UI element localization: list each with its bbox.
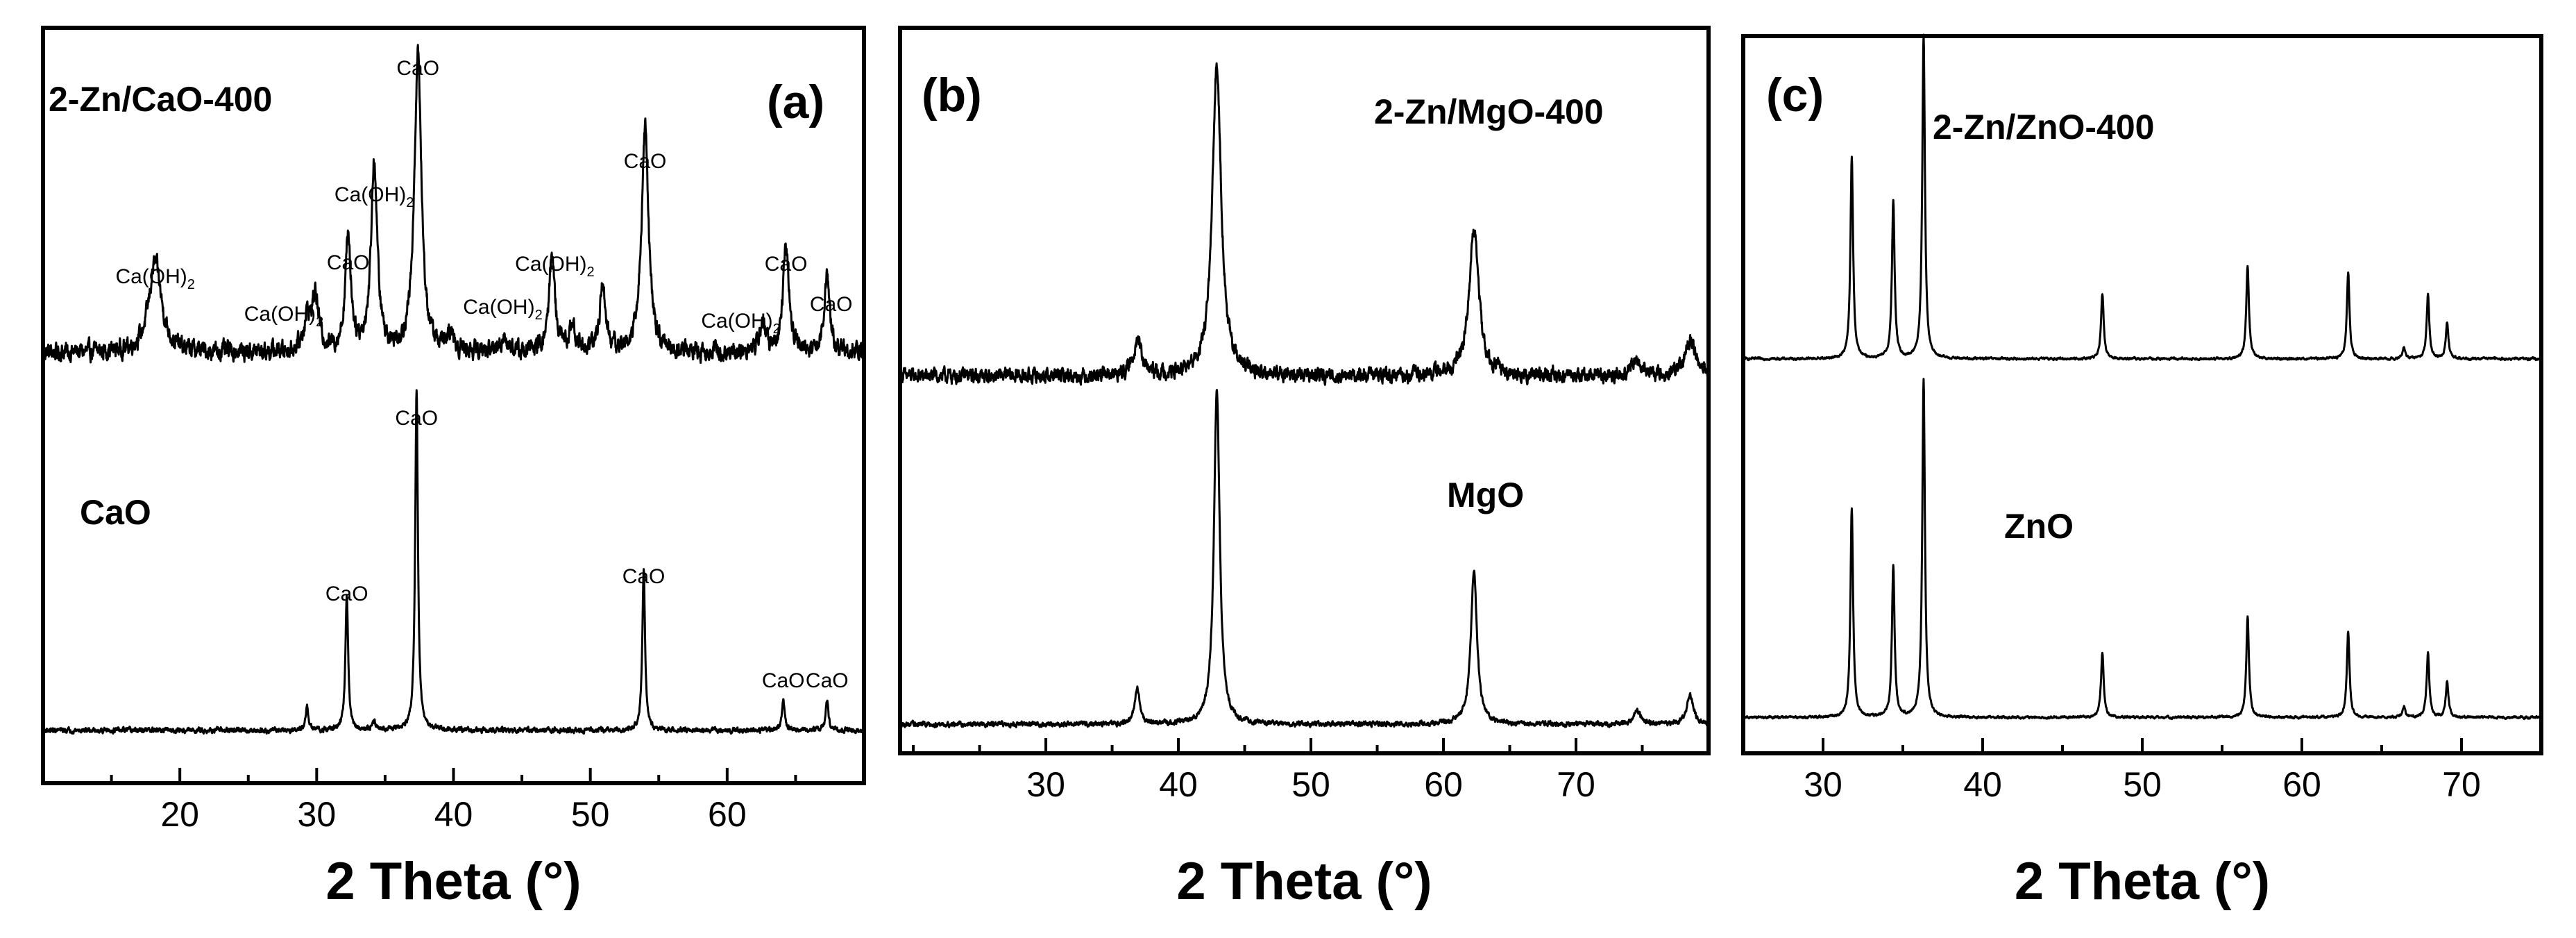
peak-annotation: CaO: [325, 583, 368, 605]
series-label: MgO: [1447, 476, 1524, 514]
x-tick-label: 50: [2123, 765, 2162, 804]
x-tick-label: 20: [160, 795, 199, 834]
peak-annotation: Ca(OH)2: [334, 183, 414, 210]
series-line: [1743, 378, 2542, 721]
panel-label: (b): [922, 69, 982, 122]
panel-b: 2-Zn/MgO-400 MgO 30 40 50 60 70 2 Theta (°) (b): [898, 26, 1711, 911]
plot-frame: [898, 26, 1711, 755]
panel-label: (a): [767, 76, 824, 128]
x-tick-label: 30: [1804, 765, 1842, 804]
series-line: [899, 389, 1710, 729]
x-tick-label: 50: [571, 795, 610, 834]
x-tick-label: 30: [298, 795, 337, 834]
peak-annotation: CaO: [806, 669, 849, 692]
peak-annotation: Ca(OH)2: [701, 310, 780, 337]
series-line: [42, 389, 865, 735]
peak-annotation: CaO: [624, 150, 667, 173]
x-tick-label: 60: [708, 795, 747, 834]
x-tick-label: 60: [2282, 765, 2321, 804]
x-tick-label: 70: [2442, 765, 2481, 804]
peak-annotation: CaO: [327, 251, 370, 274]
series-line: [899, 62, 1710, 386]
peak-annotation: Ca(OH)2: [244, 303, 323, 330]
series-label: CaO: [80, 493, 151, 532]
x-tick-label: 50: [1291, 765, 1330, 804]
series-line: [42, 44, 865, 365]
x-tick-label: 70: [1557, 765, 1595, 804]
x-axis-label: 2 Theta (°): [325, 852, 581, 911]
plot-frame: [41, 26, 866, 785]
peak-annotation: Ca(OH)2: [115, 265, 194, 292]
panel-label: (c): [1766, 69, 1824, 122]
peak-annotation: CaO: [622, 565, 666, 588]
x-axis-label: 2 Theta (°): [2015, 852, 2270, 911]
series-label: 2-Zn/ZnO-400: [1933, 108, 2154, 146]
peak-annotation: CaO: [762, 669, 805, 692]
peak-annotation: Ca(OH)2: [515, 253, 594, 280]
peak-annotation: CaO: [396, 57, 439, 80]
peak-annotation: CaO: [810, 293, 853, 316]
x-tick-label: 60: [1424, 765, 1463, 804]
x-tick-label: 40: [1159, 765, 1198, 804]
x-axis-label: 2 Theta (°): [1176, 852, 1432, 911]
series-label: 2-Zn/CaO-400: [49, 80, 272, 119]
x-tick-label: 30: [1026, 765, 1065, 804]
peak-annotation: Ca(OH)2: [463, 296, 542, 323]
series-label: ZnO: [2004, 507, 2074, 546]
x-tick-label: 40: [1963, 765, 2002, 804]
peak-annotation: CaO: [395, 407, 438, 430]
panel-c: 2-Zn/ZnO-400 ZnO 30 40 50 60 70 2 Theta (°) (c): [1741, 33, 2543, 911]
series-line: [1742, 33, 2542, 362]
x-tick-label: 40: [434, 795, 473, 834]
series-label: 2-Zn/MgO-400: [1374, 92, 1604, 131]
panel-a: 2-Zn/CaO-400Ca(OH)2Ca(OH)2CaOCa(OH)2CaOC…: [41, 26, 866, 911]
peak-annotation: CaO: [765, 253, 808, 276]
